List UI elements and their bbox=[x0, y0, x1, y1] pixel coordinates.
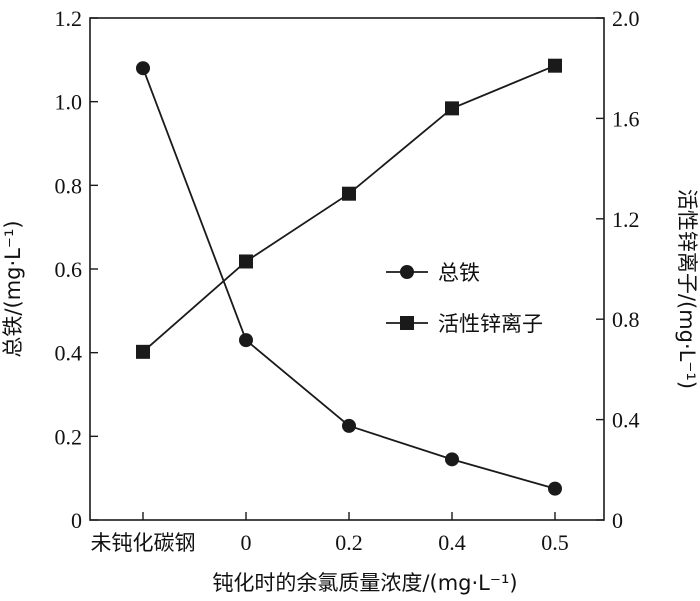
y-left-tick-label: 1.0 bbox=[55, 90, 83, 115]
y-right-tick-label: 0 bbox=[612, 508, 623, 533]
active-zinc-point bbox=[342, 186, 356, 201]
y-right-tick-label: 2.0 bbox=[612, 6, 640, 31]
total-iron-point bbox=[548, 481, 562, 496]
x-tick-label: 0 bbox=[241, 530, 252, 555]
y-left-tick-label: 0.6 bbox=[55, 257, 83, 282]
total-iron-point bbox=[342, 418, 356, 433]
legend-square-marker bbox=[400, 316, 414, 330]
y-left-tick-label: 0.4 bbox=[55, 341, 83, 366]
legend-label: 活性锌离子 bbox=[438, 312, 543, 336]
active-zinc-point bbox=[548, 58, 562, 73]
y-right-tick-label: 0.4 bbox=[612, 408, 640, 433]
x-axis-title: 钝化时的余氯质量浓度/(mg·L⁻¹) bbox=[212, 571, 517, 595]
y-left-tick-label: 0 bbox=[71, 508, 82, 533]
x-tick-label: 0.2 bbox=[335, 530, 363, 555]
active-zinc-point bbox=[239, 254, 253, 269]
y-right-tick-label: 1.2 bbox=[612, 207, 640, 232]
y-right-axis-title: 活性锌离子/(mg·L⁻¹) bbox=[675, 189, 699, 389]
total-iron-point bbox=[239, 333, 253, 348]
x-tick-label: 未钝化碳钢 bbox=[91, 531, 196, 555]
legend-label: 总铁 bbox=[438, 261, 480, 285]
legend-circle-marker bbox=[400, 265, 414, 279]
y-left-tick-label: 0.8 bbox=[55, 173, 83, 198]
plot-frame bbox=[89, 17, 605, 521]
total-iron-point bbox=[136, 61, 150, 76]
x-tick-label: 0.4 bbox=[438, 530, 466, 555]
total-iron-point bbox=[445, 452, 459, 467]
x-tick-label: 0.5 bbox=[541, 530, 569, 555]
series-line-active-zinc bbox=[142, 64, 556, 353]
y-left-axis-title: 总铁/(mg·L⁻¹) bbox=[1, 220, 25, 357]
y-right-tick-label: 0.8 bbox=[612, 307, 640, 332]
active-zinc-point bbox=[136, 344, 150, 359]
y-left-tick-label: 0.2 bbox=[55, 424, 83, 449]
y-right-tick-label: 1.6 bbox=[612, 106, 640, 131]
y-left-tick-label: 1.2 bbox=[55, 6, 83, 31]
active-zinc-point bbox=[445, 101, 459, 116]
